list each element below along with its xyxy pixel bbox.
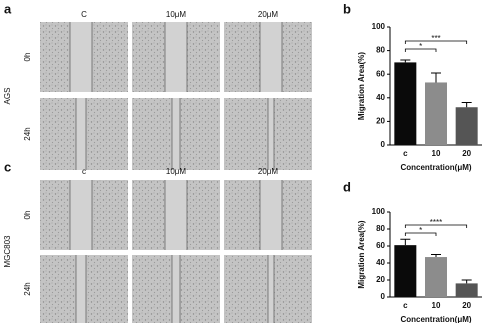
scratch-gap: [76, 255, 86, 323]
panel-label: d: [343, 179, 351, 194]
bar: [455, 283, 478, 297]
scratch-gap: [76, 98, 86, 170]
x-tick-label: 10: [432, 149, 441, 158]
y-tick-label: 20: [376, 275, 385, 284]
y-tick-label: 80: [376, 46, 385, 55]
x-tick-label: 10: [432, 301, 441, 310]
bar: [425, 82, 447, 145]
scratch-gap: [165, 180, 187, 250]
x-axis-label: Concentration(μM): [400, 163, 471, 172]
significance-bracket: [404, 48, 437, 52]
y-axis-label: Migration Area(%): [357, 220, 366, 288]
error-bar: [400, 59, 411, 63]
scratch-gap: [172, 255, 180, 323]
x-tick-label: 20: [462, 149, 471, 158]
y-tick-label: 40: [376, 258, 385, 267]
scratch-gap: [70, 22, 92, 92]
error-bar: [461, 102, 472, 108]
y-tick-label: 20: [376, 117, 385, 126]
x-tick-label: 20: [462, 301, 471, 310]
y-tick-label: 0: [381, 140, 386, 149]
cell-line: AGS: [3, 88, 12, 105]
significance-bracket: [404, 224, 468, 228]
column-header: 20μM: [258, 10, 279, 19]
y-axis-label: Migration Area(%): [357, 52, 366, 120]
error-bar: [400, 238, 411, 246]
significance-label: ****: [430, 218, 442, 227]
scratch-gap: [165, 22, 187, 92]
y-tick-label: 0: [381, 292, 386, 301]
row-label: 24h: [23, 282, 32, 295]
panel-label: c: [4, 159, 11, 174]
bar: [394, 62, 417, 145]
scratch-gap: [70, 180, 92, 250]
scratch-gap: [172, 98, 180, 170]
significance-bracket: [404, 40, 468, 44]
error-bar: [461, 279, 472, 284]
significance-label: *: [419, 42, 422, 51]
y-tick-label: 60: [376, 241, 385, 250]
column-header: 10μM: [166, 167, 187, 176]
y-tick-label: 100: [372, 22, 386, 31]
column-header: c: [82, 167, 86, 176]
panel-label: a: [4, 1, 12, 16]
bar: [455, 107, 478, 145]
column-header: 10μM: [166, 10, 187, 19]
panel-label: b: [343, 1, 351, 16]
row-label: 0h: [23, 211, 32, 220]
error-bar: [431, 254, 441, 258]
row-label: 24h: [23, 127, 32, 140]
cell-line: MGC803: [3, 235, 12, 268]
scratch-gap: [268, 98, 274, 170]
column-header: 20μM: [258, 167, 279, 176]
bar: [394, 245, 417, 297]
x-axis-label: Concentration(μM): [400, 315, 471, 323]
error-bar: [431, 72, 441, 83]
scratch-gap: [260, 180, 282, 250]
y-tick-label: 80: [376, 224, 385, 233]
bar: [425, 257, 447, 297]
column-header: C: [81, 10, 87, 19]
x-tick-label: c: [403, 301, 408, 310]
y-tick-label: 40: [376, 93, 385, 102]
significance-bracket: [404, 232, 437, 236]
y-tick-label: 100: [372, 207, 386, 216]
significance-label: ***: [431, 34, 440, 43]
significance-label: *: [419, 226, 422, 235]
row-label: 0h: [23, 53, 32, 62]
scratch-gap: [260, 22, 282, 92]
x-tick-label: c: [403, 149, 408, 158]
y-tick-label: 60: [376, 69, 385, 78]
scratch-gap: [268, 255, 274, 323]
